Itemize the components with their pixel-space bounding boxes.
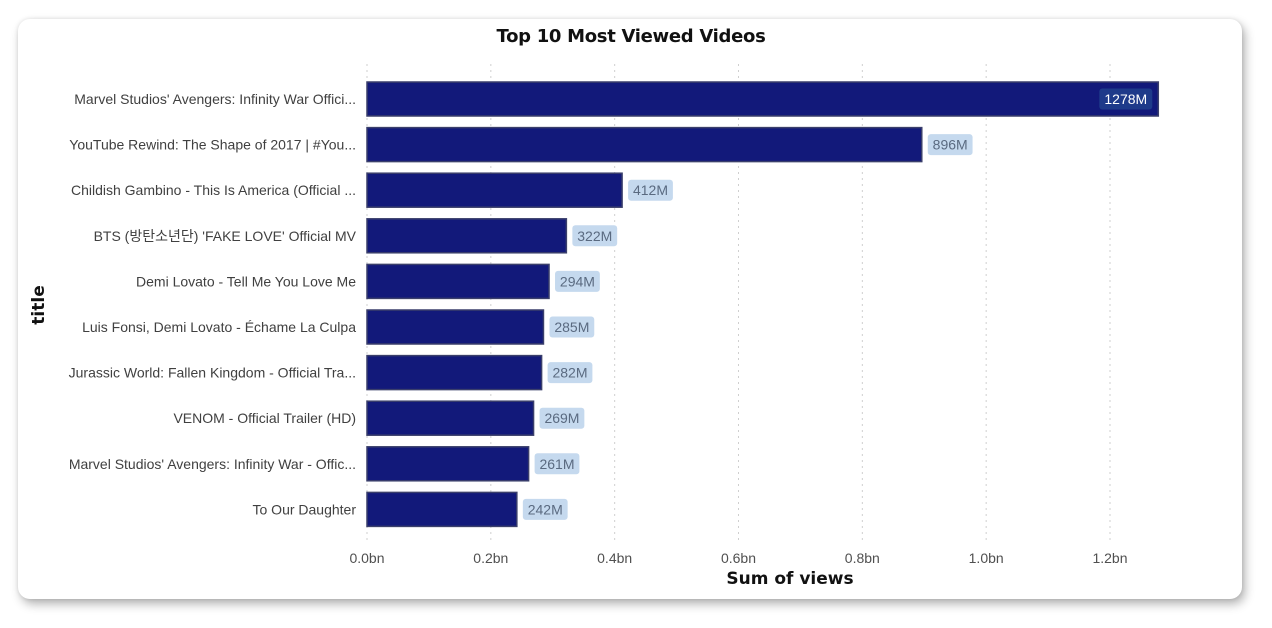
data-label-background — [927, 134, 973, 156]
bar[interactable] — [366, 446, 530, 482]
x-tick-labels: 0.0bn 0.2bn 0.4bn 0.6bn 0.8bn 1.0bn 1.2bn — [349, 550, 1127, 566]
bar[interactable] — [366, 309, 545, 345]
data-label: 412M — [633, 182, 668, 198]
x-tick-label: 0.0bn — [349, 550, 384, 566]
data-label: 294M — [560, 273, 595, 289]
data-label: 261M — [539, 456, 574, 472]
category-label: YouTube Rewind: The Shape of 2017 | #You… — [69, 137, 356, 153]
bar[interactable] — [366, 126, 923, 163]
bar[interactable] — [366, 263, 550, 300]
data-label: 322M — [577, 228, 612, 244]
x-tick-label: 0.8bn — [845, 550, 880, 566]
data-label-background — [1099, 88, 1153, 110]
category-label: Childish Gambino - This Is America (Offi… — [71, 182, 356, 198]
category-label: Marvel Studios' Avengers: Infinity War -… — [69, 456, 356, 472]
bar[interactable] — [366, 354, 543, 391]
bar[interactable] — [366, 400, 535, 436]
category-label: Jurassic World: Fallen Kingdom - Officia… — [69, 365, 356, 381]
y-axis-title: title — [29, 285, 49, 324]
data-label: 282M — [552, 365, 587, 381]
bars — [366, 81, 1160, 528]
x-tick-label: 1.2bn — [1092, 550, 1127, 566]
x-tick-label: 1.0bn — [969, 550, 1004, 566]
category-label: Demi Lovato - Tell Me You Love Me — [136, 273, 356, 289]
data-label-background — [628, 179, 673, 201]
data-label: 896M — [933, 137, 968, 153]
x-tick-label: 0.6bn — [721, 550, 756, 566]
x-axis-title: Sum of views — [726, 569, 853, 589]
category-labels: Marvel Studios' Avengers: Infinity War O… — [69, 91, 357, 517]
bar[interactable] — [366, 218, 568, 254]
data-label: 242M — [528, 501, 563, 517]
data-label-background — [572, 225, 618, 247]
data-label-background — [547, 362, 593, 384]
data-label-background — [555, 270, 600, 292]
data-label-background — [549, 316, 595, 338]
data-label-background — [522, 498, 568, 520]
category-label: Marvel Studios' Avengers: Infinity War O… — [74, 91, 356, 107]
category-label: VENOM - Official Trailer (HD) — [173, 410, 356, 426]
bar[interactable] — [366, 81, 1160, 117]
data-labels: 1278M 896M 412M 322M 294M 285M 282M 269M 261M 242… — [522, 88, 1153, 520]
x-tick-label: 0.2bn — [473, 550, 508, 566]
bar[interactable] — [366, 172, 623, 208]
data-label-background — [534, 453, 580, 475]
data-label: 269M — [544, 410, 579, 426]
category-label: To Our Daughter — [253, 501, 357, 517]
bar[interactable] — [366, 491, 518, 528]
category-label: BTS (방탄소년단) 'FAKE LOVE' Official MV — [94, 228, 357, 244]
data-label-background — [539, 407, 585, 429]
x-tick-label: 0.4bn — [597, 550, 632, 566]
chart-title: Top 10 Most Viewed Videos — [496, 26, 766, 47]
data-label: 285M — [554, 319, 589, 335]
category-label: Luis Fonsi, Demi Lovato - Échame La Culp… — [82, 319, 356, 335]
data-label: 1278M — [1104, 91, 1147, 107]
